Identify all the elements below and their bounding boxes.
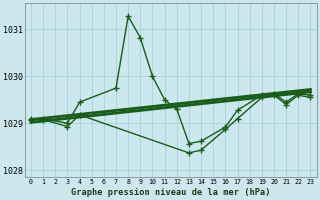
X-axis label: Graphe pression niveau de la mer (hPa): Graphe pression niveau de la mer (hPa)	[71, 188, 270, 197]
